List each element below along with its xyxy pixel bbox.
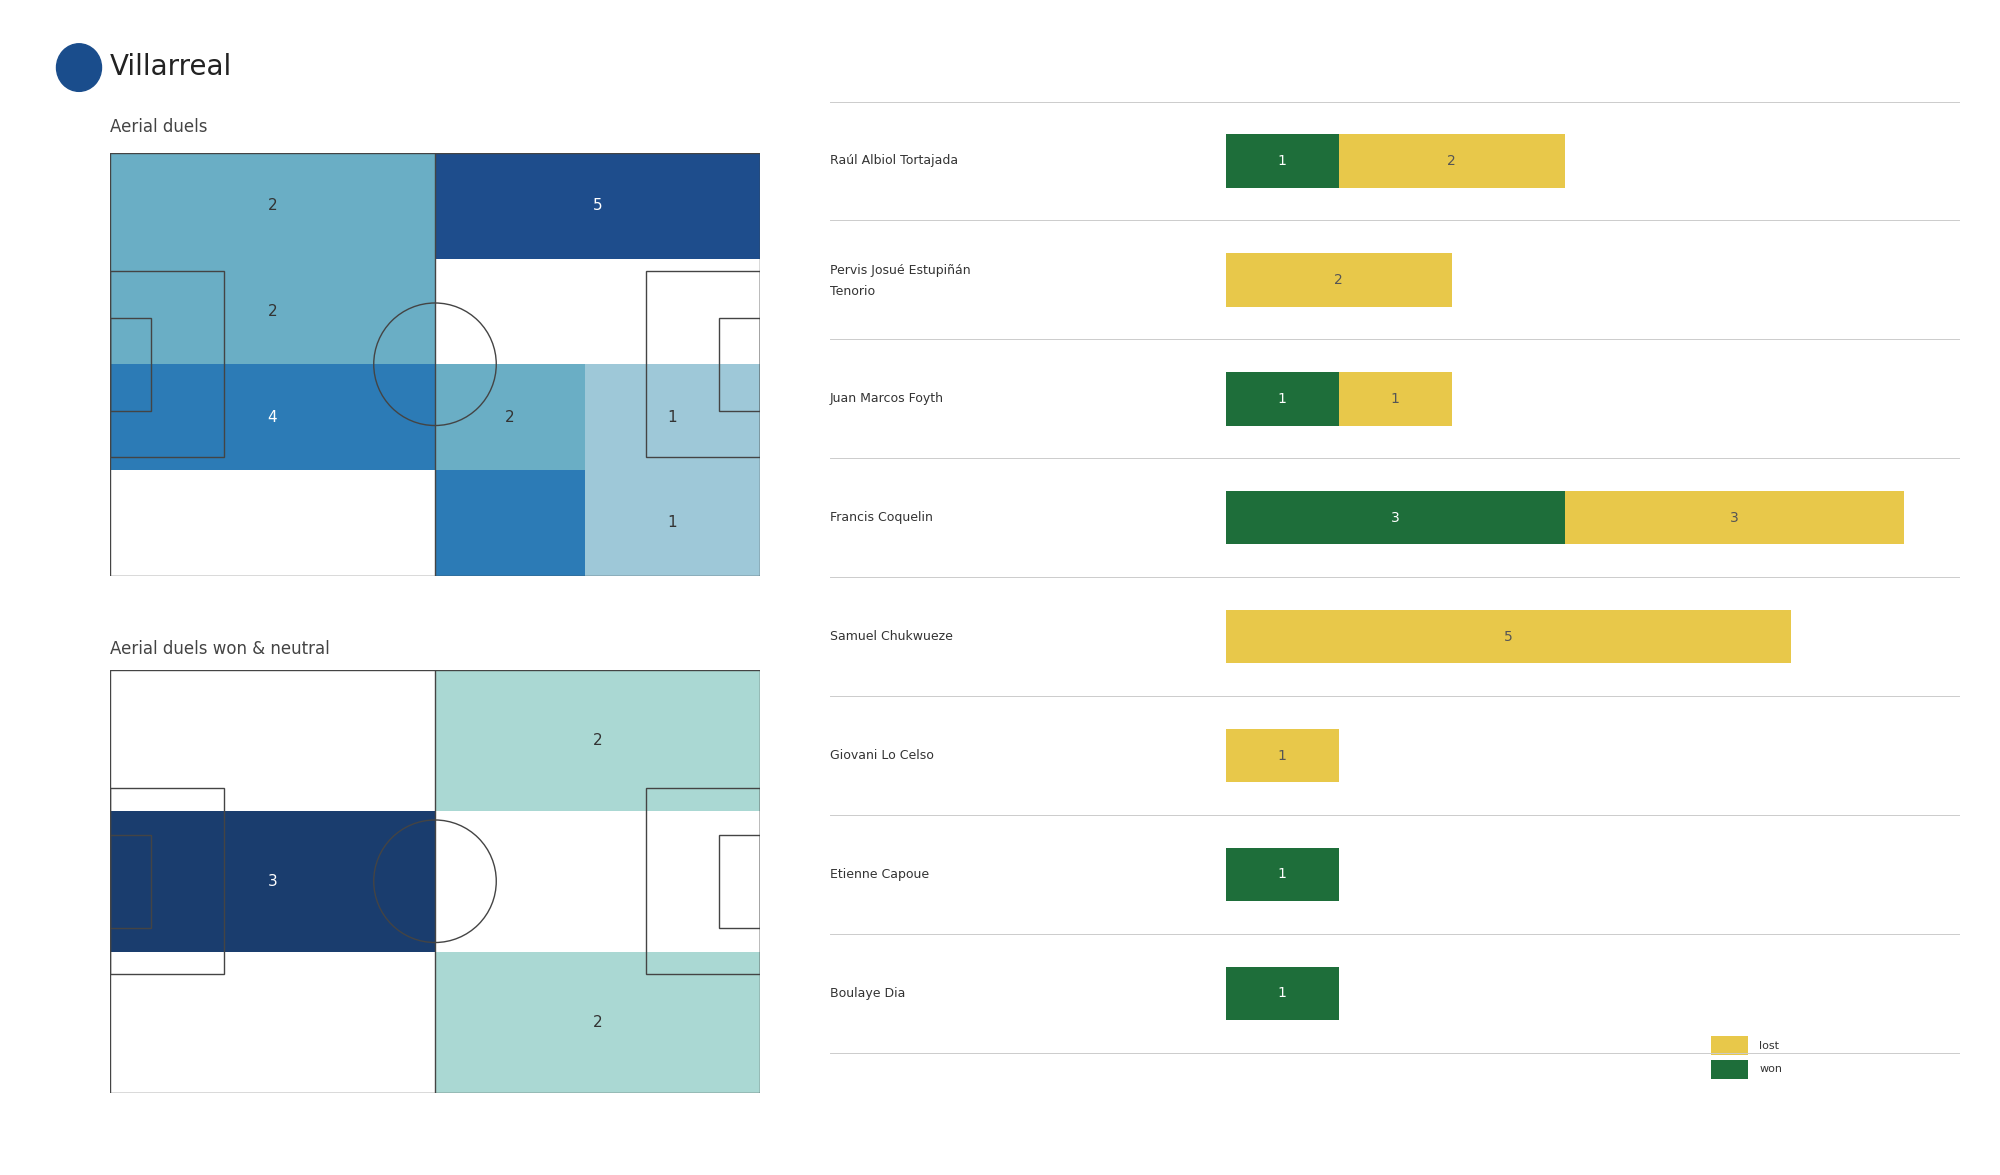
Bar bbox=[110, 364, 436, 470]
Text: Etienne Capoue: Etienne Capoue bbox=[830, 868, 930, 881]
Text: Aerial duels: Aerial duels bbox=[110, 118, 208, 135]
Circle shape bbox=[56, 43, 102, 92]
Bar bbox=[436, 153, 760, 258]
Text: 1: 1 bbox=[1390, 391, 1400, 405]
Text: 2: 2 bbox=[504, 410, 514, 424]
Text: 1: 1 bbox=[1278, 986, 1286, 1000]
Bar bbox=[1712, 1036, 1748, 1055]
Text: 1: 1 bbox=[1278, 391, 1286, 405]
Text: 2: 2 bbox=[1448, 154, 1456, 168]
Bar bbox=[1226, 372, 1338, 425]
Text: Raúl Albiol Tortajada: Raúl Albiol Tortajada bbox=[830, 154, 958, 168]
Bar bbox=[110, 317, 150, 411]
Text: Giovani Lo Celso: Giovani Lo Celso bbox=[830, 748, 934, 763]
Text: Aerial duels won & neutral: Aerial duels won & neutral bbox=[110, 640, 330, 658]
Bar bbox=[584, 470, 760, 576]
Text: 2: 2 bbox=[268, 199, 278, 214]
Bar bbox=[1338, 134, 1564, 188]
Bar bbox=[110, 788, 224, 974]
Bar bbox=[110, 271, 224, 457]
Bar bbox=[436, 952, 760, 1093]
Bar bbox=[110, 470, 436, 576]
Text: 1: 1 bbox=[1278, 154, 1286, 168]
Bar bbox=[110, 153, 436, 258]
Bar bbox=[1564, 491, 1904, 544]
Bar bbox=[110, 670, 436, 811]
Bar bbox=[720, 834, 760, 928]
Text: Juan Marcos Foyth: Juan Marcos Foyth bbox=[830, 392, 944, 405]
Bar bbox=[110, 258, 436, 364]
Text: Villarreal: Villarreal bbox=[110, 53, 232, 81]
Bar bbox=[1226, 967, 1338, 1020]
Bar bbox=[720, 317, 760, 411]
Text: Samuel Chukwueze: Samuel Chukwueze bbox=[830, 630, 952, 643]
Bar bbox=[436, 258, 760, 364]
Bar bbox=[1226, 610, 1790, 664]
Text: 1: 1 bbox=[668, 515, 678, 530]
Bar bbox=[646, 788, 760, 974]
Text: 2: 2 bbox=[268, 304, 278, 318]
Text: 2: 2 bbox=[592, 733, 602, 748]
Bar bbox=[436, 670, 760, 811]
Bar bbox=[1226, 491, 1564, 544]
Text: 5: 5 bbox=[592, 199, 602, 214]
Text: 1: 1 bbox=[1278, 748, 1286, 763]
Text: won: won bbox=[1760, 1065, 1782, 1074]
Text: 1: 1 bbox=[1278, 867, 1286, 881]
Bar bbox=[436, 470, 584, 576]
Bar bbox=[646, 271, 760, 457]
Text: Francis Coquelin: Francis Coquelin bbox=[830, 511, 932, 524]
Text: 3: 3 bbox=[268, 874, 278, 888]
Text: 3: 3 bbox=[1730, 511, 1738, 525]
Text: 3: 3 bbox=[1390, 511, 1400, 525]
Bar bbox=[436, 811, 760, 952]
Text: 2: 2 bbox=[1334, 273, 1342, 287]
Text: Pervis Josué Estupiñán: Pervis Josué Estupiñán bbox=[830, 264, 970, 277]
Bar bbox=[584, 364, 760, 470]
Bar bbox=[436, 364, 584, 470]
Text: 1: 1 bbox=[668, 410, 678, 424]
Bar bbox=[1226, 134, 1338, 188]
Text: 5: 5 bbox=[1504, 630, 1512, 644]
Bar bbox=[1338, 372, 1452, 425]
Bar bbox=[1226, 253, 1452, 307]
Text: 2: 2 bbox=[592, 1014, 602, 1029]
Text: lost: lost bbox=[1760, 1041, 1780, 1050]
Bar bbox=[1226, 728, 1338, 783]
Text: 4: 4 bbox=[268, 410, 278, 424]
Bar bbox=[110, 811, 436, 952]
Bar bbox=[110, 952, 436, 1093]
Bar bbox=[1712, 1060, 1748, 1079]
Bar bbox=[1226, 847, 1338, 901]
Text: Boulaye Dia: Boulaye Dia bbox=[830, 987, 906, 1000]
Bar bbox=[110, 834, 150, 928]
Text: Tenorio: Tenorio bbox=[830, 286, 876, 298]
